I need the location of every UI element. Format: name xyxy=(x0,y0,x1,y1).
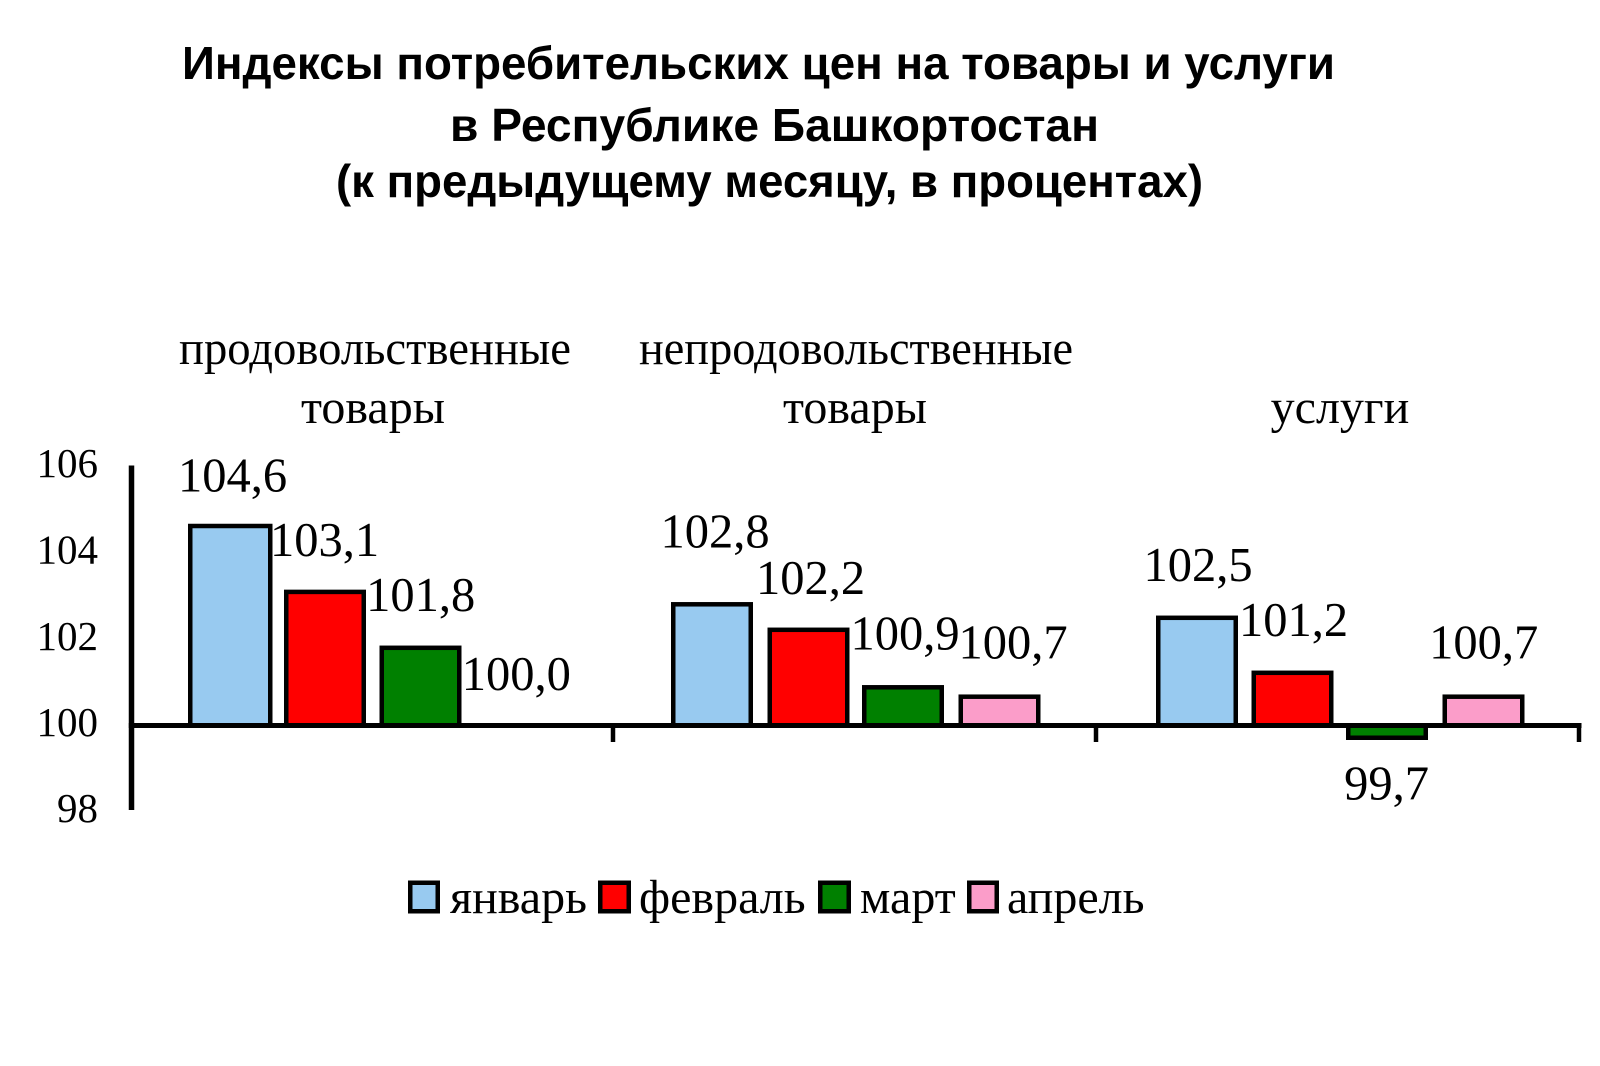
svg-text:100,0: 100,0 xyxy=(462,648,571,701)
svg-text:100,7: 100,7 xyxy=(1429,617,1538,670)
svg-text:непродовольственные: непродовольственные xyxy=(639,322,1073,375)
svg-text:101,8: 101,8 xyxy=(366,569,475,622)
svg-text:Индексы потребительских цен на: Индексы потребительских цен на товары и … xyxy=(182,37,1335,89)
svg-text:99,7: 99,7 xyxy=(1344,758,1429,811)
svg-text:104,6: 104,6 xyxy=(178,450,287,503)
svg-text:103,1: 103,1 xyxy=(270,514,379,567)
svg-text:100: 100 xyxy=(37,699,99,745)
svg-text:106: 106 xyxy=(37,440,99,486)
svg-text:104: 104 xyxy=(37,527,99,573)
svg-text:март: март xyxy=(860,871,956,924)
svg-text:102,2: 102,2 xyxy=(756,552,865,605)
svg-text:продовольственные: продовольственные xyxy=(179,322,571,375)
svg-text:102: 102 xyxy=(37,613,99,659)
svg-text:100,7: 100,7 xyxy=(958,617,1067,670)
svg-text:товары: товары xyxy=(783,381,927,434)
svg-text:102,5: 102,5 xyxy=(1143,539,1252,592)
svg-text:100,9: 100,9 xyxy=(850,608,959,661)
svg-text:январь: январь xyxy=(450,871,587,924)
svg-text:апрель: апрель xyxy=(1007,871,1145,924)
svg-text:101,2: 101,2 xyxy=(1239,594,1348,647)
svg-text:февраль: февраль xyxy=(639,871,806,924)
svg-text:(к предыдущему месяцу, в проце: (к предыдущему месяцу, в процентах) xyxy=(336,155,1203,207)
svg-text:товары: товары xyxy=(301,381,445,434)
svg-text:98: 98 xyxy=(57,785,98,831)
svg-text:102,8: 102,8 xyxy=(660,506,769,559)
svg-text:услуги: услуги xyxy=(1271,381,1410,434)
svg-text:в Республике Башкортостан: в Республике Башкортостан xyxy=(450,99,1099,151)
